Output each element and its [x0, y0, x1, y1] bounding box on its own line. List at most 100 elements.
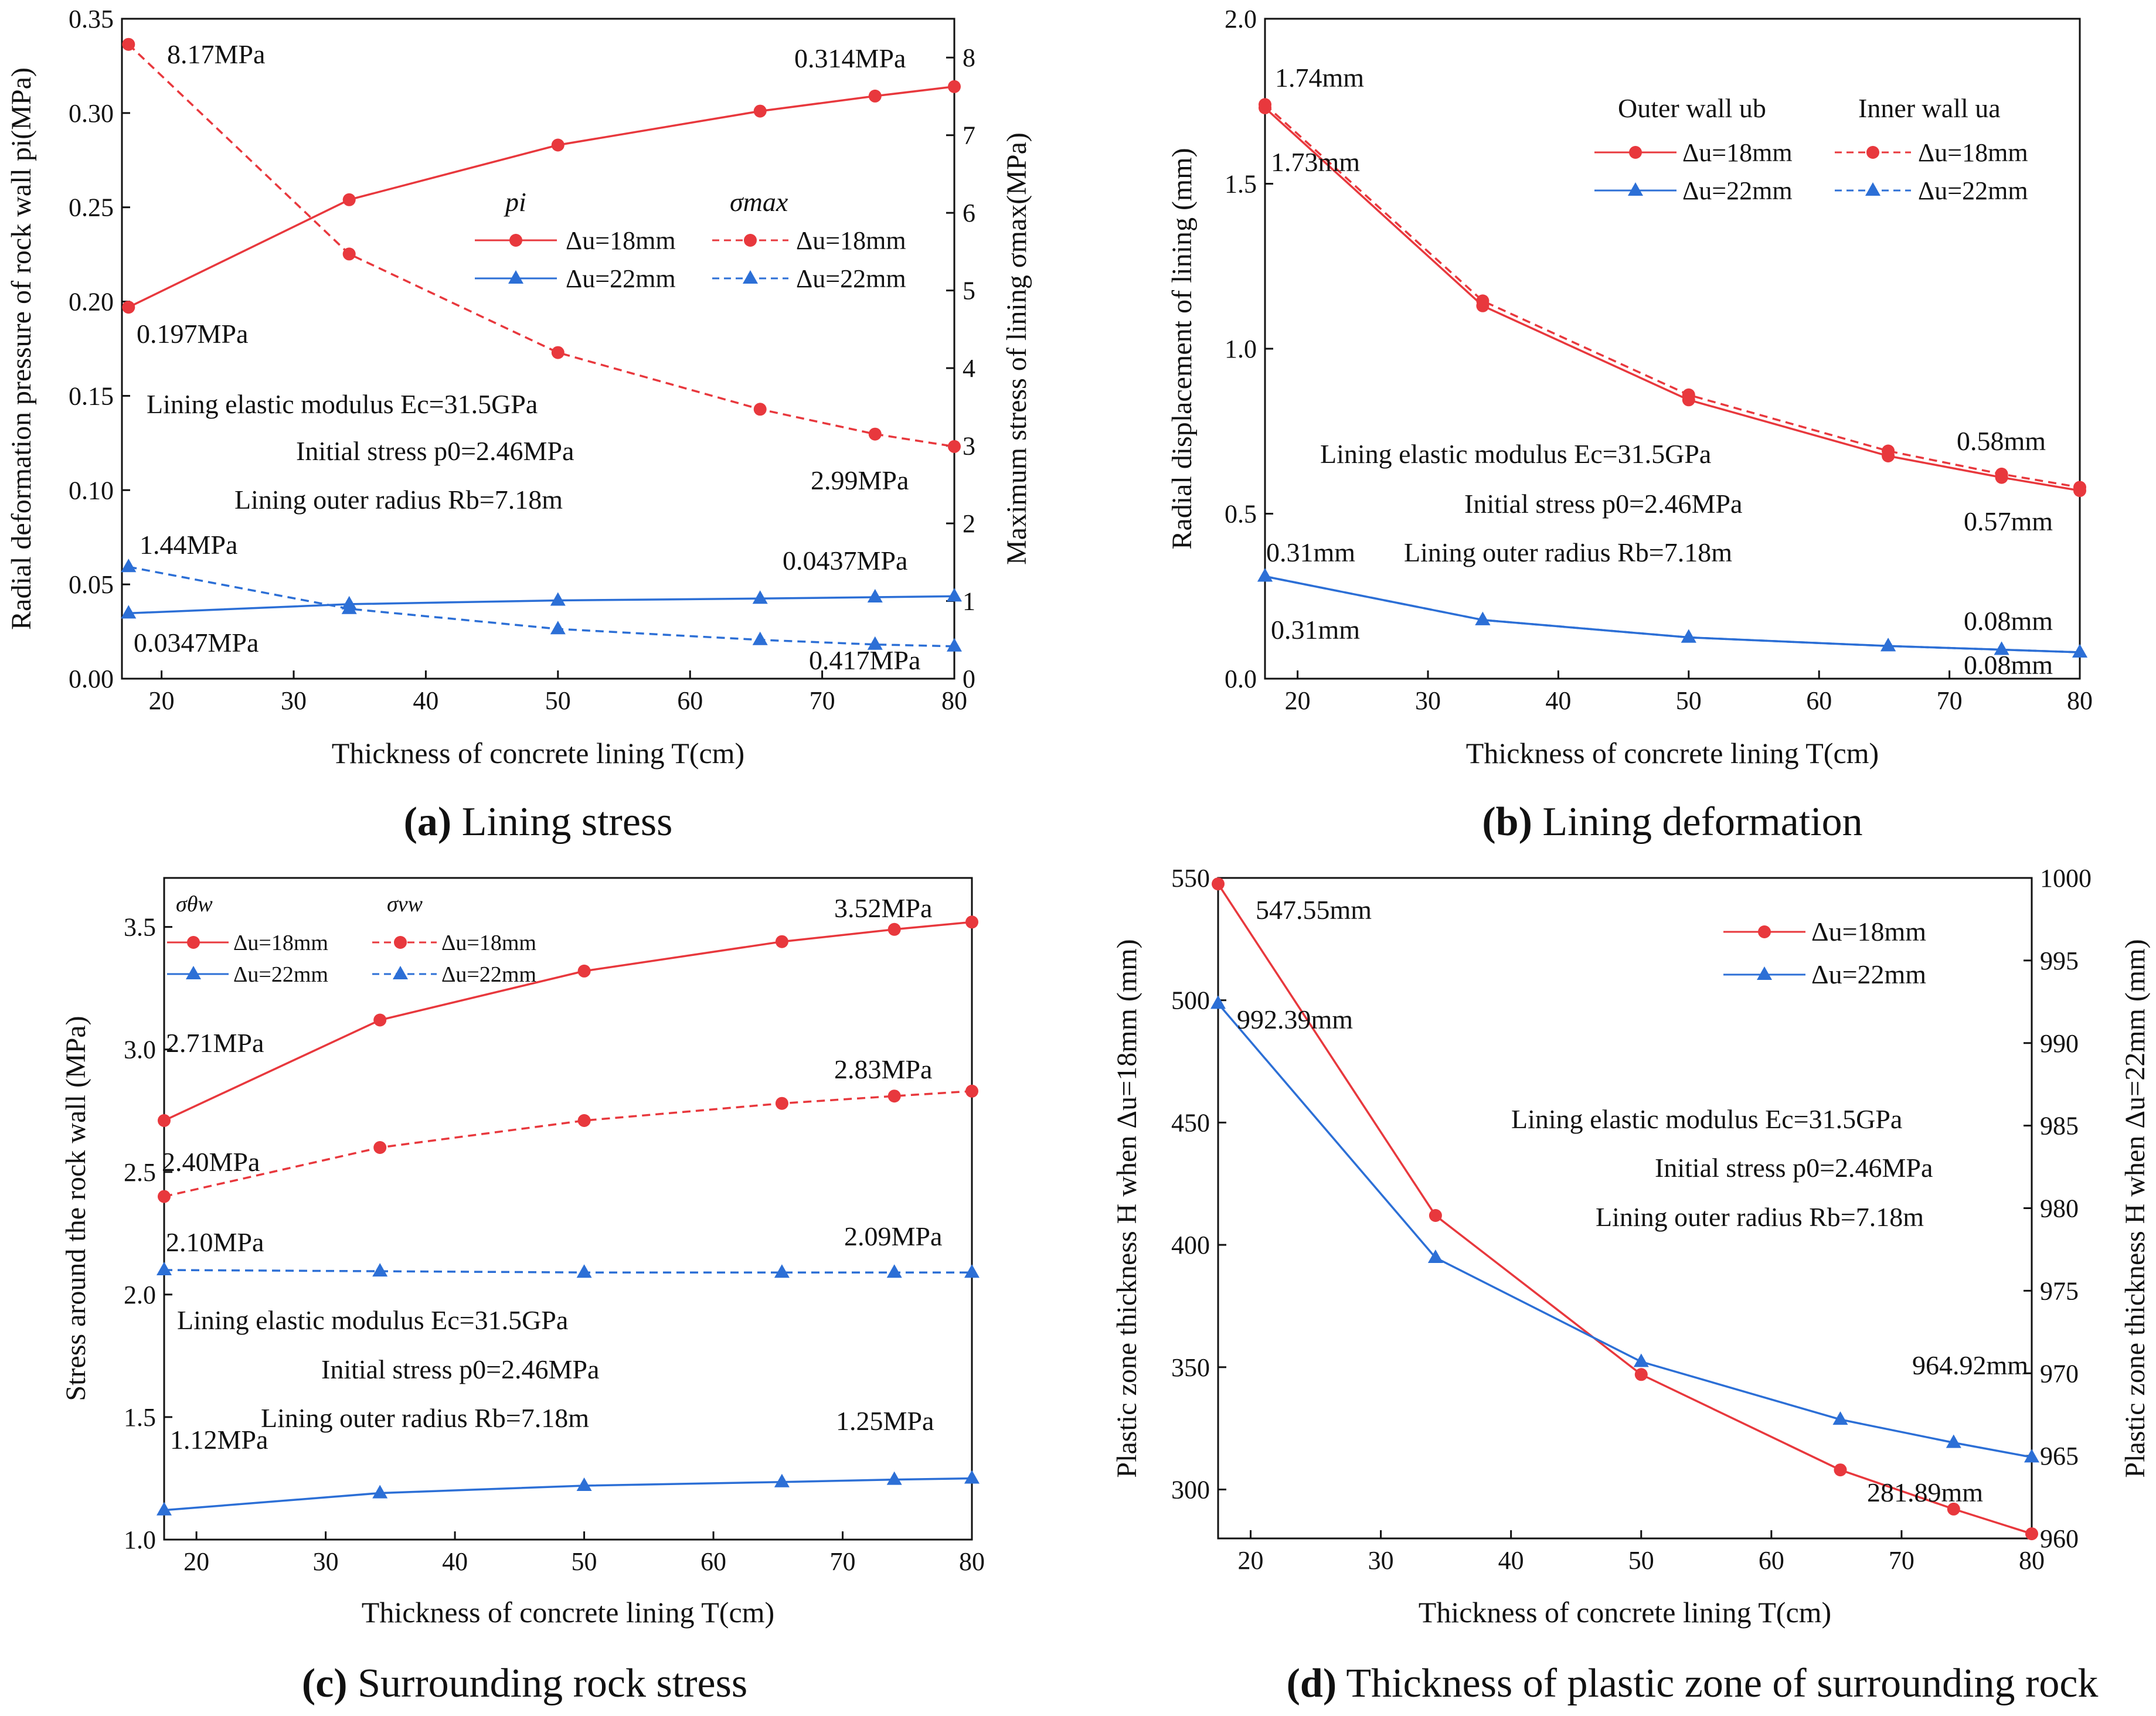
- panel-c-xtick-label: 70: [830, 1547, 856, 1576]
- panel-d-legend-label-18: Δu=18mm: [1811, 917, 1926, 946]
- panel-c-info-radius: Lining outer radius Rb=7.18m: [261, 1403, 589, 1433]
- panel-a-ytick-right-label: 8: [963, 43, 975, 72]
- panel-b-ytick-left-label: 0.0: [1225, 665, 1257, 693]
- panel-d-series-1-line: [1217, 1003, 2032, 1459]
- panel-c-ytick-left-label: 2.0: [124, 1281, 156, 1309]
- panel-d-ylabel-left: Plastic zone thickness H when Δu=18mm (m…: [1111, 939, 1142, 1477]
- panel-a-series-0-point: [753, 104, 767, 118]
- panel-b-series-1-point: [1682, 388, 1695, 401]
- panel-d-label-281.89: 281.89mm: [1867, 1477, 1983, 1507]
- panel-a-legend-title-pi: pi: [504, 187, 526, 217]
- panel-c-series-0-point: [965, 915, 978, 929]
- panel-c-xtick-label: 40: [442, 1547, 468, 1576]
- panel-a-ytick-left-label: 0.15: [69, 382, 114, 410]
- panel-d-legend-marker-22: [1757, 966, 1772, 980]
- panel-d-ytick-right-label: 1000: [2040, 864, 2092, 893]
- panel-a-ytick-right-label: 0: [963, 665, 975, 693]
- panel-c-ylabel-left: Stress around the rock wall (MPa): [60, 1016, 91, 1401]
- panel-b-series-0-line: [1264, 107, 2080, 492]
- panel-d-info-radius: Lining outer radius Rb=7.18m: [1596, 1202, 1924, 1232]
- panel-c-label-3.52: 3.52MPa: [834, 893, 932, 923]
- panel-d-series-1-point: [1210, 995, 1226, 1009]
- panel-c-series-3-point: [157, 1502, 172, 1516]
- panel-a-info-stress: Initial stress p0=2.46MPa: [296, 436, 574, 466]
- panel-a-series-0-point: [342, 193, 356, 206]
- panel-a-label-1.44: 1.44MPa: [140, 530, 237, 560]
- panel-a-xlabel: Thickness of concrete lining T(cm): [332, 737, 744, 770]
- panel-a-label-0.314: 0.314MPa: [794, 43, 906, 73]
- panel-d-info-stress: Initial stress p0=2.46MPa: [1655, 1153, 1933, 1183]
- panel-a-xtick-label: 40: [413, 686, 438, 715]
- panel-c-xtick-label: 50: [572, 1547, 597, 1576]
- panel-a-label-8.17: 8.17MPa: [167, 39, 265, 69]
- panel-b-ytick-left-label: 1.0: [1225, 335, 1257, 363]
- panel-c-caption-text: Surrounding rock stress: [348, 1661, 747, 1706]
- panel-d-series: [1210, 877, 2039, 1541]
- panel-c-label-2.10: 2.10MPa: [166, 1227, 264, 1257]
- panel-d-label-547.55: 547.55mm: [1256, 895, 1372, 925]
- panel-c-series: [157, 915, 980, 1516]
- panel-c-series-0-point: [577, 964, 591, 978]
- panel-c-info: Lining elastic modulus Ec=31.5GPa Initia…: [177, 1305, 599, 1433]
- panel-c-info-stress: Initial stress p0=2.46MPa: [321, 1354, 599, 1384]
- panel-b-legend-label-outer-18: Δu=18mm: [1682, 138, 1793, 167]
- panel-d-legend: Δu=18mm Δu=22mm: [1723, 917, 1926, 989]
- panel-c-series-3-point: [576, 1477, 592, 1491]
- panel-a-ytick-right-label: 7: [963, 121, 975, 150]
- panel-c-xtick-label: 60: [700, 1547, 726, 1576]
- panel-d-ytick-right-label: 980: [2040, 1194, 2079, 1223]
- panel-b-label-1.74: 1.74mm: [1275, 63, 1364, 93]
- panel-d-series-0-point: [1834, 1463, 1847, 1477]
- panel-b-caption-letter: (b): [1482, 799, 1532, 845]
- panel-a-series-0-point: [948, 80, 961, 93]
- panel-d: 20 30 40 50 60 70 80 300 350 400 450 500 550 960 965 97…: [1111, 864, 2151, 1706]
- panel-a-info-radius: Lining outer radius Rb=7.18m: [234, 485, 563, 515]
- panel-c-legend-marker-v-22: [393, 966, 408, 979]
- panel-b-series-3-point: [2072, 644, 2087, 658]
- panel-b: 20 30 40 50 60 70 80 0.0 0.5 1.0 1.5 2.0 Outer wall…: [1167, 5, 2093, 845]
- panel-c-legend-title-theta: σθw: [176, 892, 213, 917]
- panel-a-series-3-point: [121, 559, 137, 573]
- panel-a-series-1-point: [550, 592, 566, 606]
- panel-c-ytick-left-label: 1.0: [124, 1526, 156, 1554]
- panel-c-label-2.40: 2.40MPa: [162, 1147, 260, 1177]
- panel-a-xtick-label: 80: [941, 686, 967, 715]
- panel-b-xtick-label: 50: [1676, 686, 1702, 715]
- panel-d-ytick-left-label: 450: [1171, 1108, 1210, 1137]
- panel-a-xtick-label: 70: [810, 686, 835, 715]
- panel-a-ytick-left-label: 0.30: [69, 99, 114, 128]
- panel-b-ytick-left-label: 1.5: [1225, 170, 1257, 199]
- panel-d-xtick-label: 70: [1889, 1546, 1914, 1575]
- panel-a-series-1-point: [752, 590, 768, 604]
- panel-a-series-1-line: [128, 595, 955, 615]
- panel-d-legend-label-22: Δu=22mm: [1811, 959, 1926, 989]
- panel-d-info-modulus: Lining elastic modulus Ec=31.5GPa: [1511, 1104, 1902, 1134]
- panel-b-legend-marker-inner-18: [1866, 146, 1879, 159]
- panel-d-caption-text: Thickness of plastic zone of surrounding…: [1337, 1661, 2098, 1706]
- panel-d-series-1-point: [1633, 1353, 1649, 1367]
- panel-a-info-modulus: Lining elastic modulus Ec=31.5GPa: [147, 389, 538, 419]
- panel-b-series-3-point: [1257, 568, 1273, 582]
- panel-d-annotations: 547.55mm 992.39mm 964.92mm 281.89mm: [1237, 895, 2028, 1507]
- panel-c-xtick-label: 20: [183, 1547, 209, 1576]
- panel-c-series-2-point: [157, 1262, 172, 1275]
- panel-c-label-1.25: 1.25MPa: [836, 1406, 934, 1436]
- panel-d-ytick-right-label: 970: [2040, 1359, 2079, 1388]
- panel-a-caption: (a) Lining stress: [404, 799, 673, 845]
- panel-d-label-964.92: 964.92mm: [1912, 1350, 2028, 1380]
- panel-c-caption-letter: (c): [302, 1661, 348, 1706]
- panel-b-series-2-line: [1264, 575, 2080, 653]
- panel-c-series-3-point: [774, 1473, 790, 1487]
- panel-c-series-0-point: [775, 935, 788, 948]
- panel-c-series-2-point: [372, 1263, 388, 1277]
- panel-b-series-1-point: [1882, 444, 1895, 458]
- panel-c-legend: σθw σvw Δu=18mm Δu=18mm Δu=22mm Δu=22mm: [167, 892, 536, 987]
- panel-c-ytick-left-label: 1.5: [124, 1403, 156, 1432]
- panel-b-legend-title-outer: Outer wall ub: [1618, 93, 1766, 123]
- panel-c-series-2-point: [886, 1264, 902, 1278]
- panel-a-legend-label-sig-18: Δu=18mm: [796, 226, 906, 255]
- panel-a-ytick-right-label: 5: [963, 277, 975, 305]
- panel-d-ytick-left-label: 350: [1171, 1353, 1210, 1382]
- panel-b-xtick-label: 20: [1285, 686, 1311, 715]
- panel-a-series-1-point: [121, 605, 137, 619]
